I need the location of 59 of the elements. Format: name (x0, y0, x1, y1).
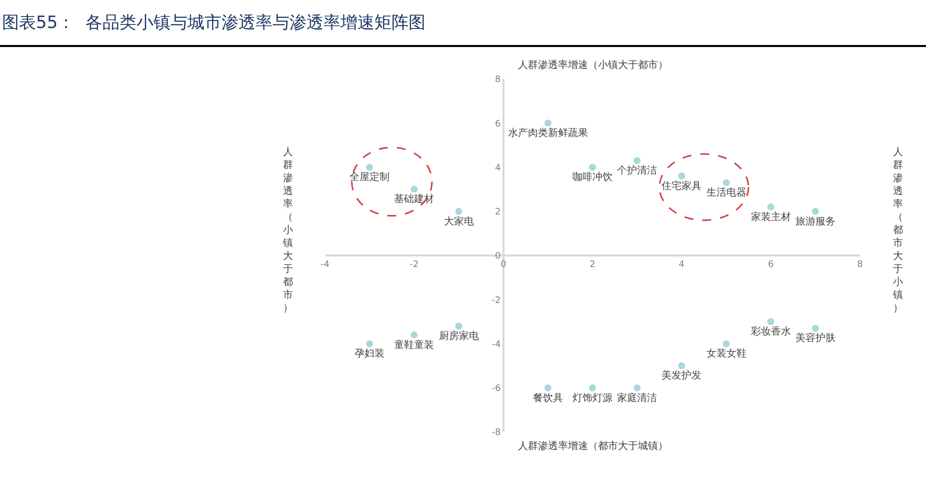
y-tick-label: 8 (495, 75, 502, 86)
x-tick-label: -4 (320, 260, 330, 270)
point (722, 179, 730, 186)
x-tick-label: -2 (410, 260, 419, 270)
series-label: 童鞋童装 (394, 338, 434, 351)
series-label: 咖啡冲饮 (572, 171, 612, 184)
series-label: 生活电器 (706, 186, 746, 199)
point (767, 203, 774, 210)
series-label: 女装女鞋 (706, 348, 746, 360)
point (589, 164, 596, 171)
point (678, 172, 686, 180)
text: 人群渗透率（小镇大于都市） (283, 147, 293, 314)
text: 人群渗透率增速（都市大于城镇） (518, 440, 668, 452)
y-tick-label: 2 (495, 208, 501, 218)
series-label: 彩妆香水 (750, 326, 791, 338)
y-tick-label: -8 (492, 428, 502, 438)
y-tick-label: 6 (495, 119, 502, 130)
series-label: 水产肉类新鲜蔬果 (508, 127, 588, 140)
point (634, 384, 641, 392)
text: 人群渗透率增速（小镇大于都市） (518, 59, 668, 71)
series-label: 餐饮具 (532, 392, 563, 404)
y-tick-label: -2 (492, 296, 501, 306)
series-label: 厨房家电 (438, 330, 479, 342)
x-tick-label: 8 (857, 260, 864, 270)
x-tick-label: 2 (590, 260, 596, 270)
point (589, 384, 596, 392)
text: 人群渗透率（都市大于小镇） (893, 147, 903, 314)
point (767, 318, 774, 326)
point (812, 208, 819, 215)
series-label: 旅游服务 (795, 215, 836, 228)
y-tick-label: 0 (495, 252, 502, 262)
series-label: 住宅家具 (662, 180, 702, 192)
point (678, 362, 686, 370)
point (544, 120, 552, 127)
x-tick-label: 4 (678, 260, 685, 270)
point (366, 164, 374, 171)
y-tick-label: 4 (495, 163, 502, 174)
point (812, 324, 819, 332)
series-label: 个护清洁 (617, 164, 658, 177)
series-label: 家装主材 (750, 210, 791, 223)
series-label: 大家电 (444, 215, 474, 228)
chart-title: 图表55： 各品类小镇与城市渗透率与渗透率增速矩阵图 (2, 13, 426, 33)
x-tick-label: 6 (768, 260, 774, 270)
y-tick-label: -4 (492, 340, 502, 350)
point (410, 186, 418, 193)
point (634, 157, 641, 164)
point (366, 340, 374, 348)
point (455, 208, 462, 215)
series-label: 灯饰灯源 (572, 392, 612, 404)
point (544, 384, 552, 392)
series-label: 美容护肤 (795, 332, 836, 344)
point (722, 340, 730, 348)
series-label: 孕妇装 (354, 348, 385, 360)
series-label: 家庭清洁 (617, 392, 658, 404)
series-label: 全屋定制 (350, 171, 390, 184)
y-tick-label: -6 (492, 384, 502, 394)
series-label: 美发护发 (662, 370, 702, 382)
point (455, 322, 462, 330)
point (410, 331, 418, 338)
